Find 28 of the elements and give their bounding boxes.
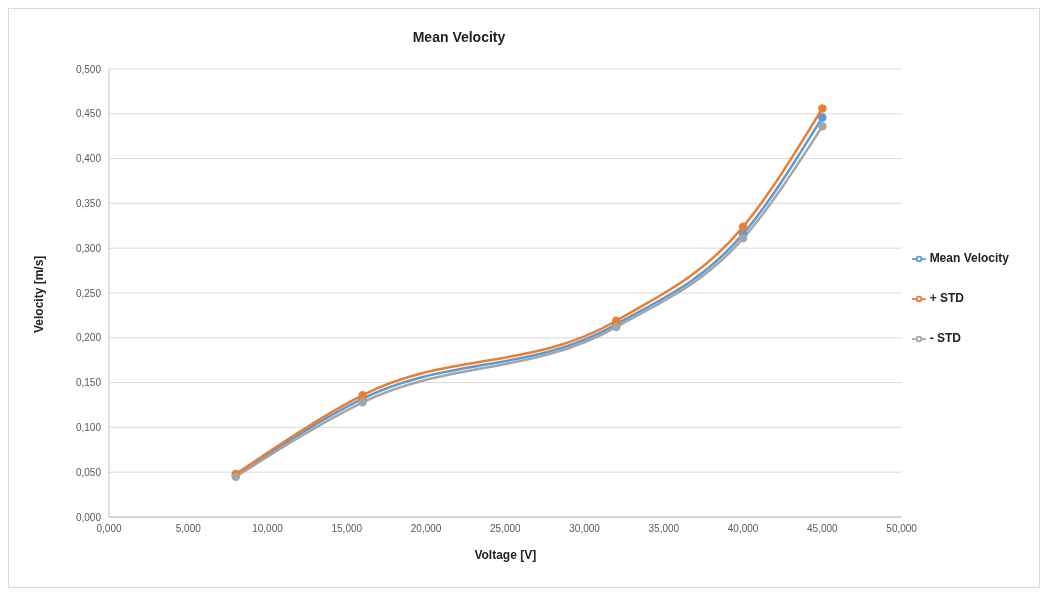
x-tick-label: 40,000 xyxy=(727,523,759,535)
x-tick-label: 10,000 xyxy=(252,523,284,535)
y-tick-label: 0,050 xyxy=(75,466,102,478)
y-tick-label: 0,150 xyxy=(75,377,102,389)
y-tick-label: 0,000 xyxy=(75,511,102,523)
x-tick-label: 0,000 xyxy=(96,523,122,535)
x-tick-label: 15,000 xyxy=(331,523,363,535)
y-tick-label: 0,450 xyxy=(75,108,102,120)
y-tick-label: 0,500 xyxy=(75,63,102,75)
y-tick-label: 0,200 xyxy=(75,332,102,344)
x-tick-label: 30,000 xyxy=(569,523,601,535)
x-tick-label: 5,000 xyxy=(175,523,202,535)
chart-title: Mean Velocity xyxy=(411,29,507,45)
x-axis-title: Voltage [V] xyxy=(474,548,537,562)
x-tick-label: 45,000 xyxy=(807,523,839,535)
y-tick-label: 0,100 xyxy=(75,421,102,433)
legend-label: Mean Velocity xyxy=(929,251,1009,265)
y-axis-title: Velocity [m/s] xyxy=(32,255,47,333)
x-tick-label: 25,000 xyxy=(490,523,522,535)
x-tick-label: 50,000 xyxy=(886,523,918,535)
y-tick-label: 0,350 xyxy=(75,197,102,209)
x-tick-label: 35,000 xyxy=(648,523,680,535)
legend-label: - STD xyxy=(929,331,961,345)
y-tick-label: 0,250 xyxy=(75,287,102,299)
legend-label: + STD xyxy=(929,291,964,305)
x-tick-label: 20,000 xyxy=(410,523,442,535)
y-tick-label: 0,300 xyxy=(75,242,102,254)
y-tick-label: 0,400 xyxy=(75,153,102,165)
